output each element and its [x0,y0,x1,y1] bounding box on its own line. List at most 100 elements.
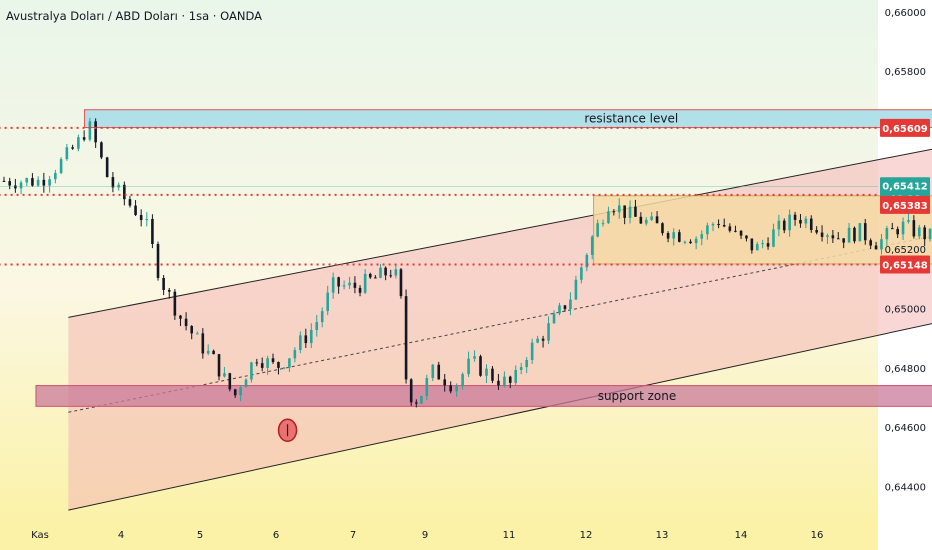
price-level-badge [880,195,930,214]
candle-body [217,354,221,377]
candle-body [304,335,308,344]
candle-body [239,387,242,396]
candle-body [293,350,297,359]
time-axis-tick: 9 [422,530,428,541]
candle-body [639,216,643,224]
candle-body [907,220,910,222]
candle-body [14,185,17,189]
candle-body [394,269,398,276]
candle-body [772,229,775,247]
candle-body [842,238,845,243]
price-axis-tick: 0,64600 [885,423,926,434]
channel-upper-line [68,148,932,318]
candle-body [358,287,362,293]
candle-body [123,184,126,200]
candle-body [19,182,23,189]
chart-title: Avustralya Doları / ABD Doları · 1sa · O… [6,9,262,23]
candle-body [82,137,86,140]
time-axis-background [0,522,878,550]
candle-body [917,227,921,237]
candle-body [694,238,698,244]
candle-body [315,322,319,330]
candle-body [777,220,781,230]
time-axis-tick: 14 [735,530,748,541]
consolidation-box [593,195,932,265]
candle-body [831,235,835,239]
time-axis-tick: 13 [656,530,669,541]
candle-body [134,205,137,216]
candle-body [711,223,715,226]
candle-body [739,230,743,236]
candle-body [348,282,351,286]
candle-body [379,267,382,278]
candle-body [337,277,340,287]
candle-body [389,275,393,277]
candle-body [607,211,610,224]
candle-body [167,289,171,292]
candle-body [717,223,720,226]
candle-body [59,159,63,173]
candle-body [443,379,447,386]
candle-body [896,228,899,235]
candle-body [617,205,621,213]
candle-body [151,218,154,244]
price-axis-tick: 0,65800 [885,67,926,78]
time-axis[interactable]: Kas 4 5 6 7 9 11 12 13 14 16 [31,530,823,541]
candle-body [734,230,737,232]
candle-body [128,199,132,206]
candle-body [503,376,506,386]
candle-body [48,179,51,186]
candle-body [384,267,387,276]
candle-body [173,291,177,316]
candle-body [755,244,759,251]
candle-body [700,234,704,239]
candle-body [858,223,862,242]
price-axis-tick: 0,64400 [885,482,926,493]
candle-body [563,305,567,310]
candle-body [184,318,188,327]
candle-body [162,277,165,290]
candle-body [585,254,589,268]
candle-body [678,232,681,242]
candle-body [473,356,476,359]
candle-body [449,385,452,392]
resistance-zone [84,109,932,129]
candle-body [326,292,329,312]
candle-body [623,205,626,218]
candle-body [299,335,302,351]
candle-body [497,380,500,386]
time-axis-tick: 12 [580,530,593,541]
price-level-badge [880,118,930,137]
candle-body [826,235,829,237]
candle-body [437,364,441,380]
candle-body [409,379,413,403]
price-axis-tick: 0,64800 [885,364,926,375]
support-zone [35,385,932,407]
candle-body [244,379,248,388]
candle-body [431,364,435,379]
candle-body [706,225,709,235]
price-level-label: 0,65383 [882,201,928,212]
price-level-label: 0,65609 [882,124,928,135]
candle-body [519,367,523,370]
candle-body [100,142,103,158]
candle-body [42,179,46,186]
candle-body [309,329,313,344]
candle-body [54,172,57,180]
candle-body [331,277,335,293]
candle-body [525,359,528,368]
candle-body [552,313,556,324]
candle-body [661,223,664,234]
candle-body [901,221,905,235]
candle-body [869,240,872,246]
candle-body [255,362,259,364]
candle-body [88,121,92,140]
price-axis-tick: 0,65000 [885,304,926,315]
price-axis[interactable]: 0,660000,658000,656000,654000,652000,650… [880,8,930,494]
candle-body [65,147,69,160]
candle-body [250,362,253,380]
candle-body [928,228,932,240]
candle-body [547,323,550,341]
